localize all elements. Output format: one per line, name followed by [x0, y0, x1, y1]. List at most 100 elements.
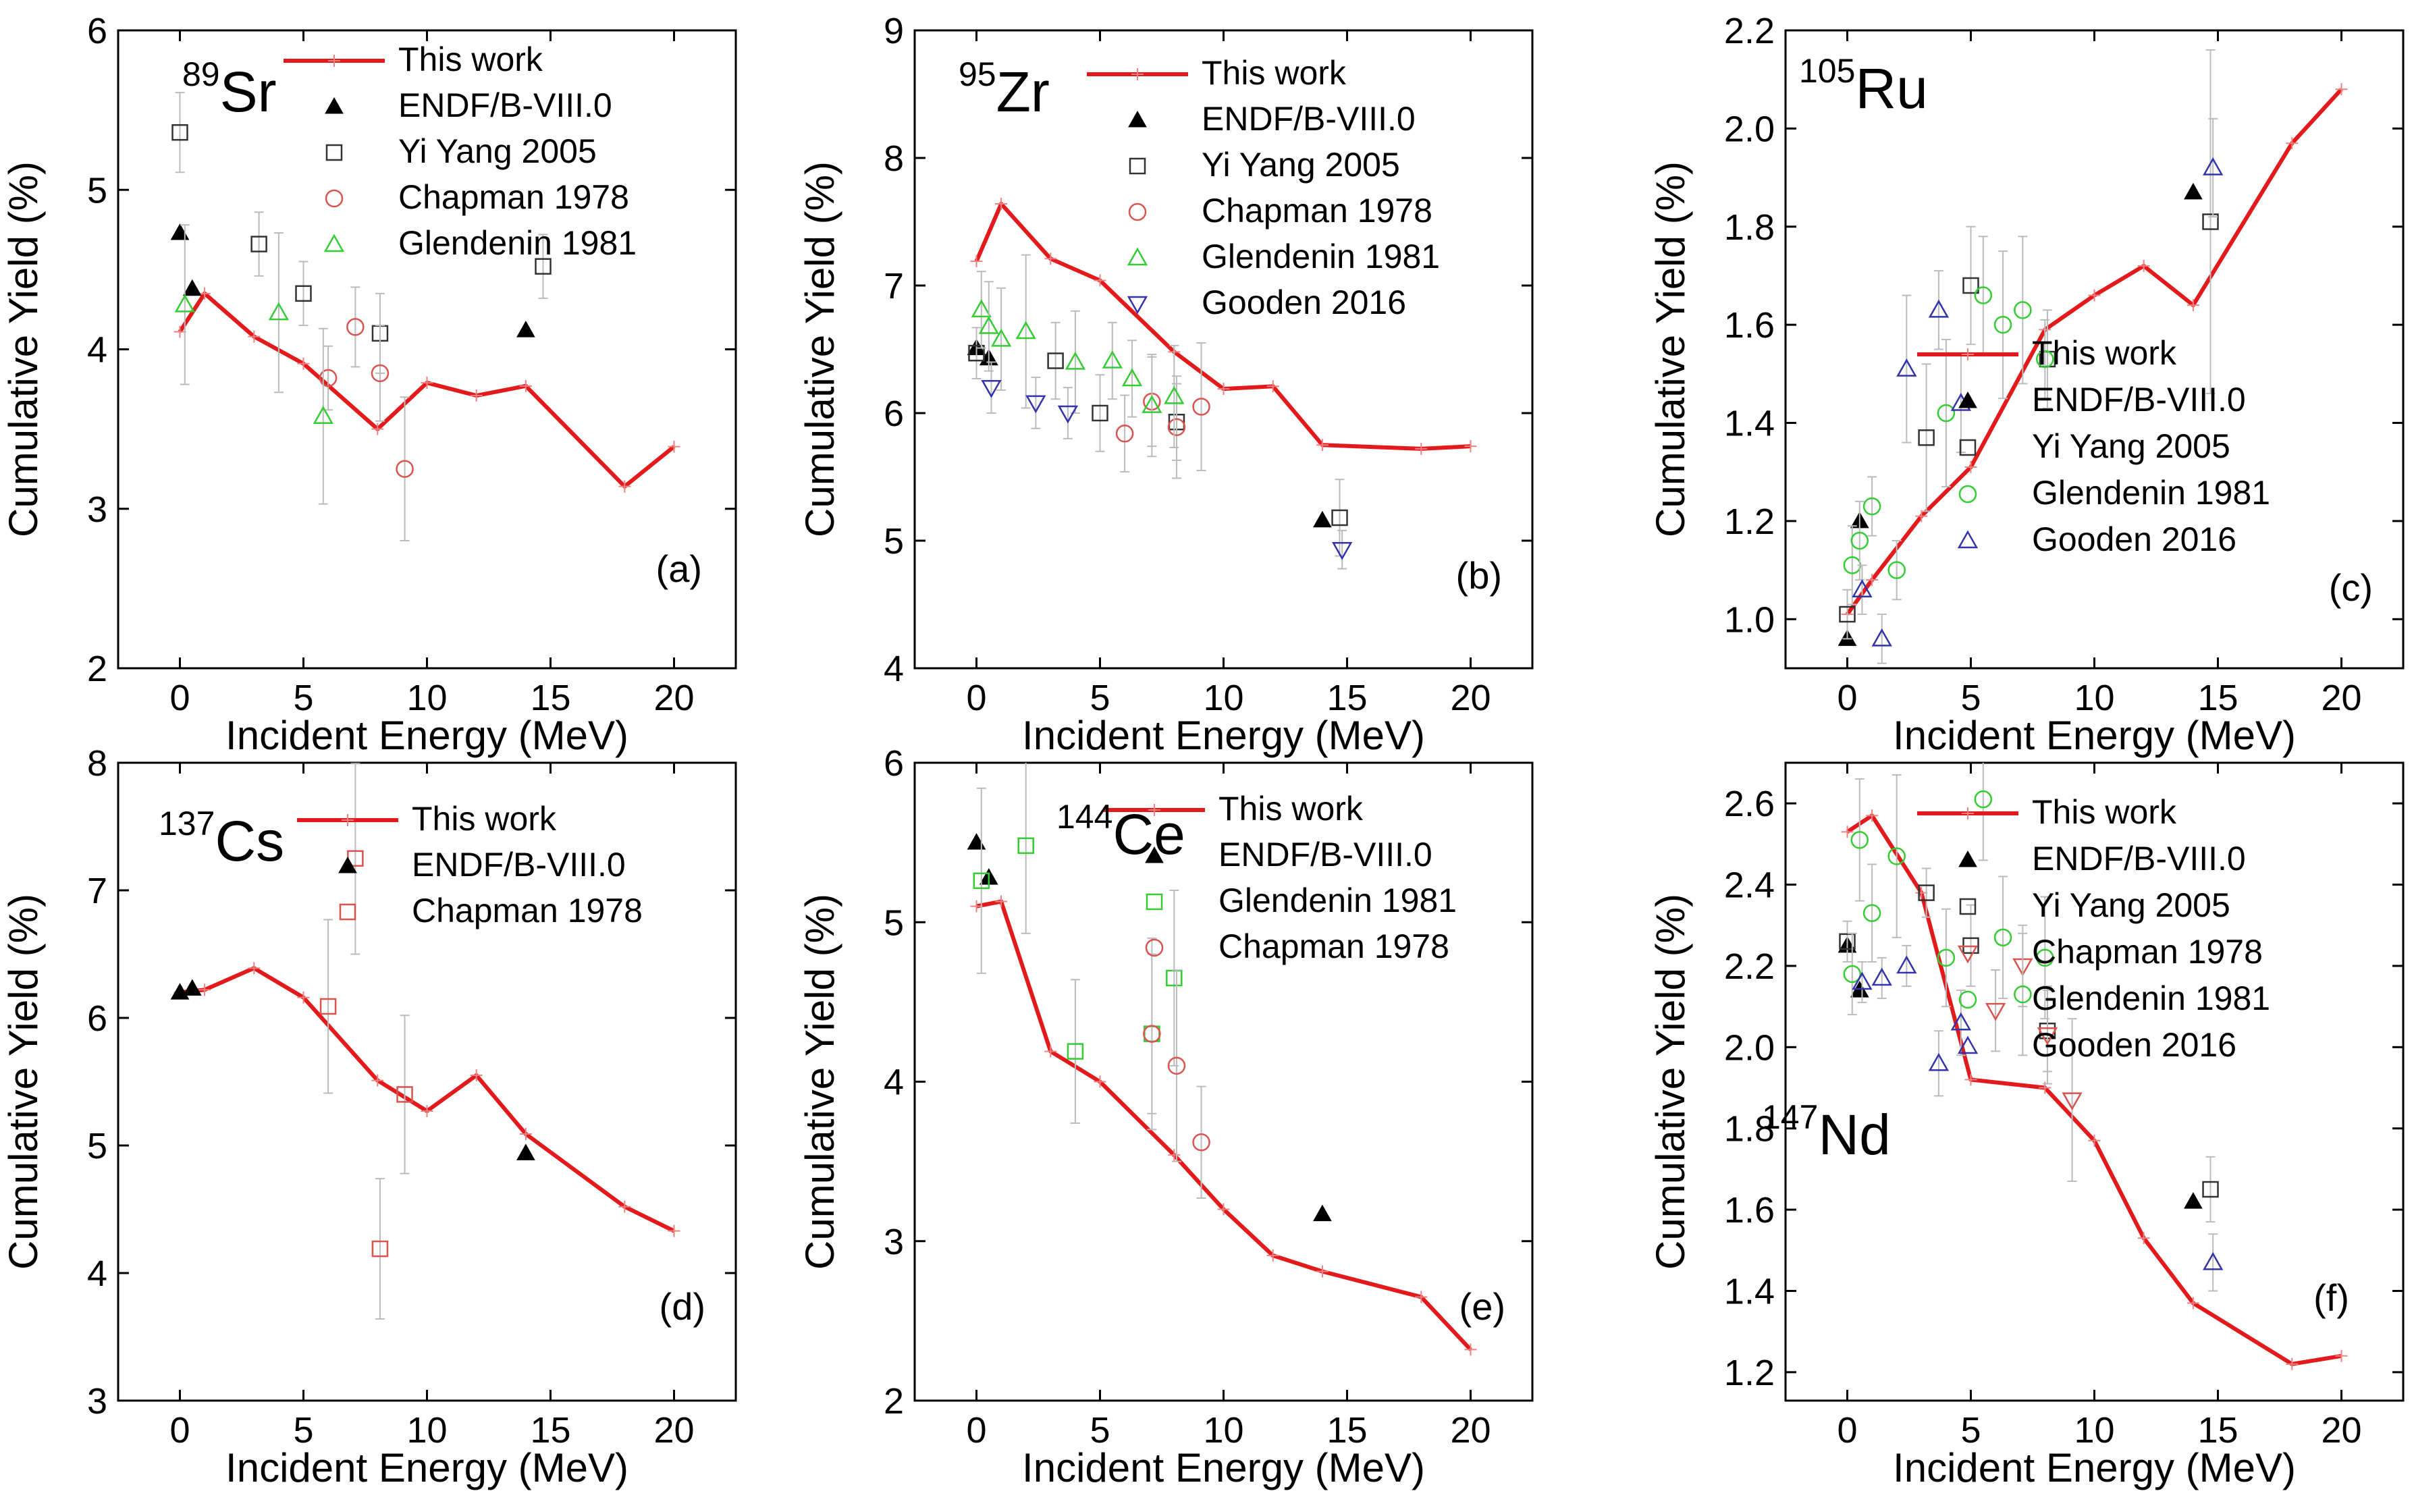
- plot-area: [170, 763, 680, 1320]
- data-point: [1142, 395, 1162, 413]
- legend-swatch: [325, 144, 343, 161]
- legend-swatch: [1127, 247, 1148, 266]
- panel-tag: (e): [1459, 1285, 1505, 1328]
- data-point: [1067, 1043, 1084, 1060]
- legend-swatch: [1958, 485, 1977, 504]
- isotope-label: 147Nd: [1762, 1098, 1891, 1166]
- isotope-label: 95Zr: [959, 55, 1050, 124]
- y-tick-label: 1.6: [1724, 1190, 1775, 1231]
- y-tick-label: 6: [884, 394, 904, 434]
- y-tick-label: 2.2: [1724, 11, 1775, 51]
- data-point: [1313, 1204, 1332, 1222]
- x-tick-label: 0: [1837, 1410, 1857, 1451]
- legend-swatch: [1146, 893, 1163, 911]
- isotope-mass: 95: [959, 55, 996, 93]
- x-tick-label: 10: [2074, 678, 2114, 718]
- x-tick-label: 20: [1450, 678, 1491, 718]
- y-axis-title: Cumulative Yield (%): [797, 161, 842, 537]
- legend-swatch: [338, 856, 357, 873]
- x-tick-label: 15: [1326, 678, 1367, 718]
- legend-swatch: [1145, 846, 1164, 863]
- data-point: [170, 223, 190, 240]
- y-tick-label: 2.2: [1724, 946, 1775, 987]
- data-point: [1192, 398, 1210, 416]
- plot-area: [1838, 49, 2348, 664]
- data-point: [2036, 948, 2054, 967]
- y-tick-label: 1.8: [1724, 207, 1775, 248]
- data-point: [1164, 385, 1185, 404]
- legend-label: Glendenin 1981: [1218, 882, 1457, 919]
- panel-tag: (a): [656, 547, 702, 590]
- data-point: [1852, 971, 1873, 990]
- y-tick-label: 8: [87, 743, 107, 784]
- data-point: [319, 998, 337, 1015]
- legend: This work ENDF/B-VIII.0 Yi Yang 2005 Chapma…: [1917, 793, 2270, 1064]
- this-work-line: [974, 202, 1471, 451]
- data-point: [1993, 928, 2012, 947]
- y-tick-label: 2.6: [1724, 784, 1775, 824]
- data-point: [1065, 351, 1086, 370]
- legend-label: ENDF/B-VIII.0: [412, 846, 626, 884]
- data-point: [1862, 904, 1881, 922]
- series-chapman-1978: [319, 286, 414, 541]
- y-tick-label: 2.0: [1724, 109, 1775, 149]
- legend-label: Chapman 1978: [398, 178, 629, 216]
- data-point: [971, 299, 992, 318]
- y-tick-label: 3: [87, 1381, 107, 1422]
- y-tick-label: 2: [884, 1381, 904, 1422]
- legend-swatch: [1145, 938, 1164, 957]
- data-point: [1918, 429, 1935, 446]
- data-point: [1313, 510, 1332, 528]
- legend: This work ENDF/B-VIII.0 Yi Yang 2005 Chapma…: [284, 40, 637, 262]
- y-tick-label: 4: [87, 1253, 107, 1294]
- panel-tag: (b): [1456, 554, 1502, 597]
- data-point: [1839, 605, 1856, 623]
- data-point: [967, 833, 986, 850]
- legend: This work ENDF/B-VIII.0 Chapman 1978: [297, 800, 643, 929]
- legend-label: ENDF/B-VIII.0: [1202, 100, 1416, 138]
- data-point: [1862, 497, 1881, 516]
- legend-label: Yi Yang 2005: [1202, 146, 1400, 184]
- data-point: [1850, 531, 1869, 550]
- this-work-line: [180, 966, 675, 1233]
- legend: This work ENDF/B-VIII.0 Yi Yang 2005 Chapma…: [1087, 54, 1440, 321]
- legend-label: Glendenin 1981: [398, 224, 637, 262]
- series-gooden-2016: [1852, 117, 2224, 664]
- y-tick-label: 4: [884, 649, 904, 689]
- data-point: [182, 279, 202, 296]
- legend-label: Yi Yang 2005: [2032, 427, 2230, 465]
- data-point: [171, 124, 188, 141]
- isotope-symbol: Zr: [996, 60, 1050, 124]
- x-tick-label: 20: [1450, 1410, 1491, 1451]
- data-point: [1974, 286, 1993, 304]
- isotope-mass: 144: [1056, 798, 1112, 836]
- legend-swatch: [323, 234, 345, 252]
- legend-label: Yi Yang 2005: [398, 132, 597, 170]
- x-tick-label: 0: [1837, 678, 1857, 718]
- plot-frame: [117, 29, 737, 670]
- this-work-line: [178, 291, 676, 489]
- isotope-label: 144Ce: [1056, 798, 1185, 866]
- legend-swatch: [325, 97, 344, 114]
- data-point: [516, 321, 535, 338]
- x-tick-label: 20: [2321, 678, 2361, 718]
- isotope-mass: 147: [1762, 1098, 1818, 1136]
- data-point: [978, 315, 999, 334]
- x-tick-label: 15: [530, 1410, 570, 1451]
- series-endf-b-viii-0: [967, 338, 1332, 528]
- legend-swatch: [1957, 1035, 1979, 1054]
- y-tick-label: 1.6: [1724, 305, 1775, 346]
- legend-label: This work: [1218, 790, 1364, 828]
- y-tick-label: 4: [884, 1062, 904, 1103]
- y-axis-title: Cumulative Yield (%): [1, 161, 46, 537]
- data-point: [1025, 395, 1046, 414]
- data-point: [2203, 1251, 2224, 1270]
- plot-area: [1838, 763, 2348, 1370]
- y-tick-label: 6: [87, 998, 107, 1039]
- data-point: [1928, 1052, 1950, 1071]
- data-point: [295, 285, 312, 302]
- y-tick-label: 1.8: [1724, 1109, 1775, 1150]
- legend-label: Chapman 1978: [2032, 933, 2263, 971]
- x-tick-label: 5: [293, 678, 313, 718]
- x-tick-label: 15: [1326, 1410, 1367, 1451]
